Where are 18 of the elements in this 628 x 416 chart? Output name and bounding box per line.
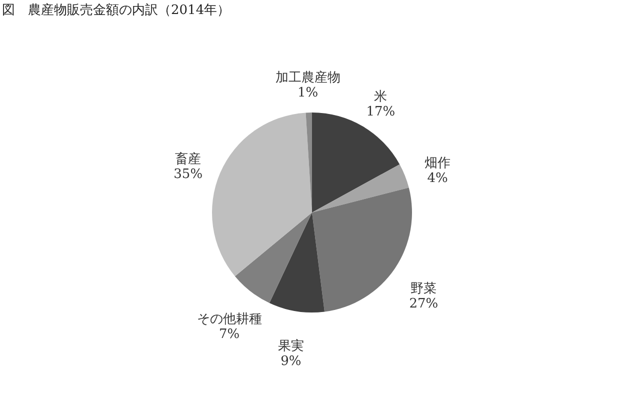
data-label: 1% (297, 86, 318, 101)
pie-slice (269, 212, 325, 312)
slice-label: 野菜 (410, 281, 437, 296)
slice-label: 米 (374, 89, 388, 104)
data-label: 27% (409, 296, 438, 312)
slice-label: 畜産 (175, 150, 202, 167)
data-label: 35% (174, 166, 203, 182)
slice-label: その他耕種 (196, 312, 262, 328)
slice-label: 果実 (278, 338, 304, 354)
slice-label: 加工農産物 (275, 70, 340, 86)
data-label: 17% (366, 104, 396, 120)
data-label: 4% (427, 170, 448, 186)
pie-slice (312, 164, 409, 212)
slice-label: 畑作 (424, 156, 451, 171)
chart-title: 図 農産物販売金額の内訳（2014年） (2, 2, 230, 18)
data-label: 9% (280, 354, 302, 369)
pie-slice (212, 112, 312, 276)
data-label: 7% (218, 327, 240, 342)
